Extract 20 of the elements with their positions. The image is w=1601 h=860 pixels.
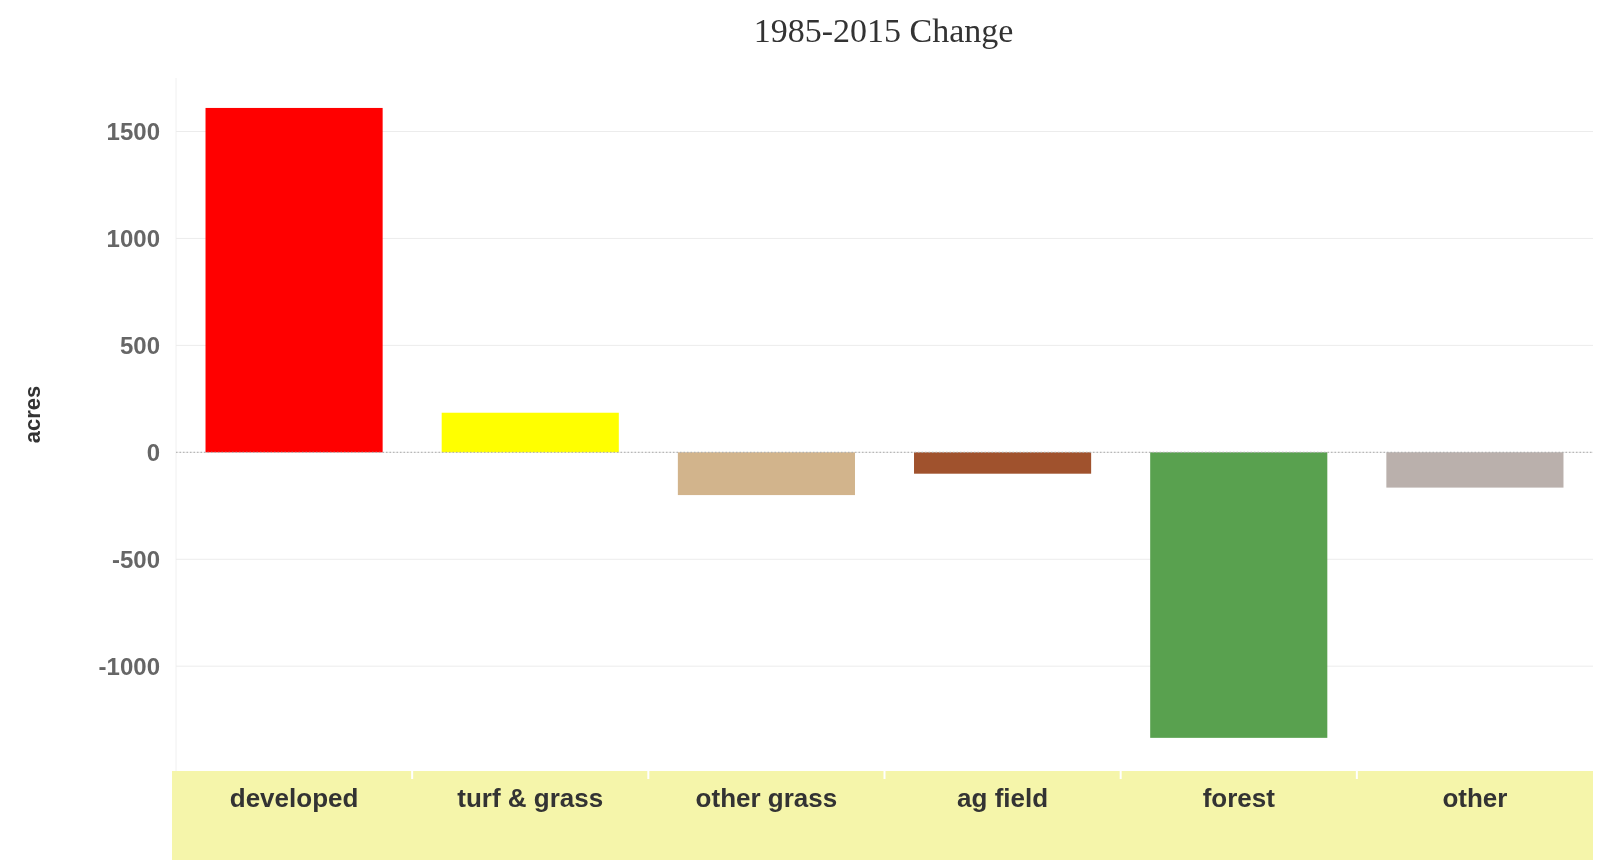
bar [441, 412, 619, 453]
x-tick-label: turf & grass [457, 783, 604, 813]
y-tick-label: 500 [119, 331, 160, 359]
y-tick-label: -500 [111, 545, 160, 573]
y-tick-label: 0 [146, 438, 160, 466]
y-tick-label: 1000 [106, 224, 160, 252]
x-tick-label: developed [229, 783, 359, 813]
x-tick-label: other [1442, 783, 1508, 813]
x-tick-label: ag field [957, 783, 1049, 813]
bar [914, 452, 1092, 474]
y-tick-label: -1000 [98, 652, 160, 680]
y-tick-label: 1500 [106, 117, 160, 145]
bar [677, 452, 855, 496]
y-axis-title: acres [20, 385, 45, 444]
bar [1150, 452, 1328, 738]
chart-title: 1985-2015 Change [753, 12, 1014, 49]
x-tick-label: other grass [695, 783, 838, 813]
bar [1386, 452, 1564, 488]
x-tick-label: forest [1202, 783, 1276, 813]
bar [205, 107, 383, 453]
